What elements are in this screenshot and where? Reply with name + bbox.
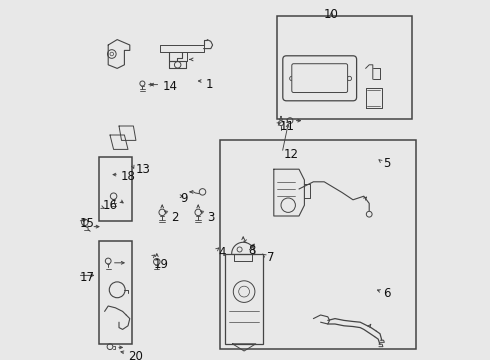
Circle shape (239, 286, 249, 297)
Text: 10: 10 (324, 8, 339, 21)
Text: 8: 8 (248, 244, 256, 257)
Text: 5: 5 (384, 157, 391, 170)
Bar (225, 254, 263, 344)
Text: 15: 15 (79, 217, 94, 230)
Circle shape (233, 281, 255, 302)
FancyBboxPatch shape (292, 64, 347, 93)
Text: 20: 20 (128, 350, 143, 360)
Text: 17: 17 (79, 271, 95, 284)
Text: 18: 18 (121, 170, 136, 183)
Text: 4: 4 (218, 246, 225, 258)
Bar (99, 157, 132, 221)
Bar (277, 16, 413, 119)
Text: 1: 1 (205, 78, 213, 91)
Bar (99, 241, 132, 344)
Text: 6: 6 (384, 287, 391, 300)
Text: 7: 7 (267, 251, 274, 264)
Text: 11: 11 (279, 120, 294, 132)
Text: 12: 12 (284, 148, 299, 161)
Text: 19: 19 (153, 258, 168, 271)
Text: 16: 16 (103, 199, 118, 212)
FancyBboxPatch shape (283, 56, 357, 101)
Text: 9: 9 (180, 192, 188, 204)
Text: 2: 2 (171, 211, 179, 224)
Text: 14: 14 (162, 80, 177, 93)
Text: 3: 3 (207, 211, 215, 224)
Text: 13: 13 (135, 163, 150, 176)
Bar (220, 140, 416, 349)
